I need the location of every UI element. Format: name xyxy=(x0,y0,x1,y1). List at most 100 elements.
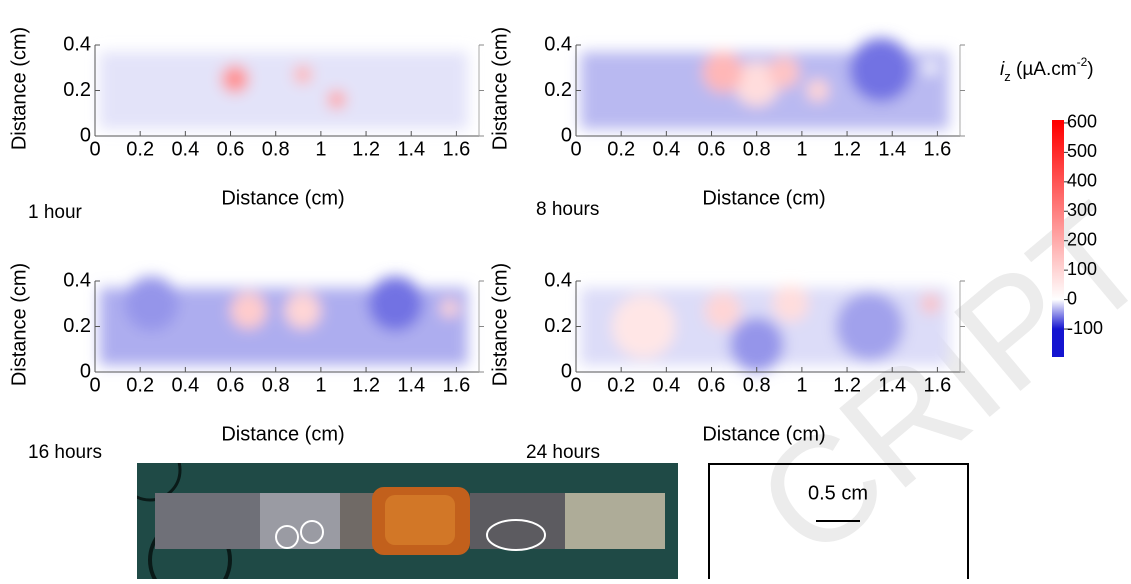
x-tick-label: 0.4 xyxy=(652,138,680,160)
heatmap-spot xyxy=(612,294,676,359)
colorbar-title-part: z xyxy=(1004,69,1011,84)
colorbar-tick-label: 600 xyxy=(1067,112,1097,132)
panel-caption: 24 hours xyxy=(526,442,600,463)
heatmap-panel: 0 0.2 0.4 0.6 0.8 1 1.2 1.4 1.6 0 0.2 0.4 Distance (… xyxy=(489,27,965,220)
x-tick-label: 1.6 xyxy=(924,374,952,396)
heatmap-spot xyxy=(221,65,249,93)
photo xyxy=(137,463,678,579)
heatmap-spot xyxy=(327,90,346,109)
colorbar-title-part: i xyxy=(1000,59,1005,80)
x-tick-label: 0 xyxy=(89,374,100,396)
x-tick-label: 1.2 xyxy=(352,374,380,396)
y-axis-label: Distance (cm) xyxy=(489,27,511,150)
heatmap xyxy=(99,51,468,130)
heatmap-spot xyxy=(806,79,829,102)
heatmap-spot xyxy=(921,294,940,313)
heatmap-spot xyxy=(704,292,741,329)
heatmap-spot xyxy=(293,65,312,84)
x-tick-label: 0.8 xyxy=(743,138,771,160)
heatmap xyxy=(99,276,468,366)
y-tick-label: 0 xyxy=(561,360,572,382)
heatmap-spot xyxy=(702,51,744,93)
x-tick-label: 0.8 xyxy=(262,138,290,160)
y-tick-label: 0 xyxy=(80,360,91,382)
colorbar-title: iz (µA.cm-2) xyxy=(1000,55,1094,84)
x-tick-label: 0 xyxy=(570,138,581,160)
panel-caption: 16 hours xyxy=(28,442,102,463)
heatmap-spot xyxy=(729,317,784,373)
x-tick-label: 0.4 xyxy=(171,138,199,160)
x-axis-label: Distance (cm) xyxy=(702,423,825,445)
heatmap-panel: 0 0.2 0.4 0.6 0.8 1 1.2 1.4 1.6 0 0.2 0.4 Distance (… xyxy=(8,263,484,463)
x-tick-label: 1.2 xyxy=(833,138,861,160)
heatmap-spot xyxy=(368,276,423,332)
y-tick-label: 0.2 xyxy=(63,315,91,337)
x-tick-label: 1 xyxy=(796,138,807,160)
y-tick-label: 0.4 xyxy=(63,269,91,291)
heatmap xyxy=(580,38,949,130)
y-tick-label: 0.2 xyxy=(544,79,572,101)
heatmap-spot xyxy=(124,276,179,332)
x-tick-label: 1.6 xyxy=(924,138,952,160)
y-tick-label: 0.2 xyxy=(63,79,91,101)
colorbar-tick-label: 300 xyxy=(1067,200,1097,220)
heatmap-spot xyxy=(923,60,938,75)
x-axis-label: Distance (cm) xyxy=(221,423,344,445)
x-tick-label: 1.4 xyxy=(878,138,906,160)
heatmap-spot xyxy=(768,56,800,89)
heatmap-panel: 0 0.2 0.4 0.6 0.8 1 1.2 1.4 1.6 0 0.2 0.4 Distance (… xyxy=(489,263,965,463)
heatmap xyxy=(580,285,949,373)
colorbar: 600 500 400 300 200 100 0 -100 iz (µA.cm-2) xyxy=(1000,55,1103,357)
y-tick-label: 0.4 xyxy=(63,33,91,55)
y-tick-label: 0 xyxy=(561,124,572,146)
colorbar-scale xyxy=(1052,120,1064,357)
x-tick-label: 0.2 xyxy=(607,138,635,160)
scale-box xyxy=(708,463,969,579)
x-tick-label: 1.6 xyxy=(443,138,471,160)
colorbar-tick-label: 100 xyxy=(1067,259,1097,279)
x-tick-label: 0.6 xyxy=(698,138,726,160)
y-tick-label: 0.4 xyxy=(544,33,572,55)
x-tick-label: 1.4 xyxy=(397,374,425,396)
colorbar-tick-label: 0 xyxy=(1067,288,1077,308)
x-tick-label: 0 xyxy=(570,374,581,396)
heatmap-spot xyxy=(284,292,321,329)
x-tick-label: 0.2 xyxy=(126,138,154,160)
x-tick-label: 0.8 xyxy=(262,374,290,396)
x-tick-label: 1 xyxy=(796,374,807,396)
y-tick-label: 0.4 xyxy=(544,269,572,291)
panels: 0 0.2 0.4 0.6 0.8 1 1.2 1.4 1.6 0 0.2 0.4 Distance (… xyxy=(8,27,965,463)
x-tick-label: 1.2 xyxy=(352,138,380,160)
x-tick-label: 1.4 xyxy=(397,138,425,160)
y-axis-label: Distance (cm) xyxy=(8,263,30,386)
colorbar-tick-label: 500 xyxy=(1067,141,1097,161)
x-tick-label: 0.6 xyxy=(217,138,245,160)
panel-caption: 1 hour xyxy=(28,202,83,223)
heatmap-spot xyxy=(230,292,267,329)
colorbar-tick-label: 200 xyxy=(1067,229,1097,249)
heatmap-spot xyxy=(772,285,809,322)
y-axis-label: Distance (cm) xyxy=(8,27,30,150)
x-tick-label: 1 xyxy=(315,374,326,396)
y-axis-label: Distance (cm) xyxy=(489,263,511,386)
heatmap-spot xyxy=(734,60,780,107)
colorbar-tick-label: 400 xyxy=(1067,171,1097,191)
x-tick-label: 1.6 xyxy=(443,374,471,396)
heatmap-panel: 0 0.2 0.4 0.6 0.8 1 1.2 1.4 1.6 0 0.2 0.4 Distance (… xyxy=(8,27,484,223)
x-tick-label: 0.6 xyxy=(217,374,245,396)
y-tick-label: 0 xyxy=(80,124,91,146)
colorbar-title-part: -2 xyxy=(1077,55,1088,69)
y-tick-label: 0.2 xyxy=(544,315,572,337)
colorbar-tick-label: -100 xyxy=(1067,318,1103,338)
scale-label: 0.5 cm xyxy=(808,482,868,504)
colorbar-title-part: ) xyxy=(1087,59,1093,80)
heatmap-spot xyxy=(440,299,459,318)
x-tick-label: 1.4 xyxy=(878,374,906,396)
x-tick-label: 0.2 xyxy=(126,374,154,396)
x-tick-label: 0.2 xyxy=(607,374,635,396)
x-tick-label: 0.6 xyxy=(698,374,726,396)
colorbar-title-part: (µA.cm xyxy=(1011,59,1077,80)
x-tick-label: 0.8 xyxy=(743,374,771,396)
heatmap-band xyxy=(99,51,468,130)
panel-caption: 8 hours xyxy=(536,199,599,220)
